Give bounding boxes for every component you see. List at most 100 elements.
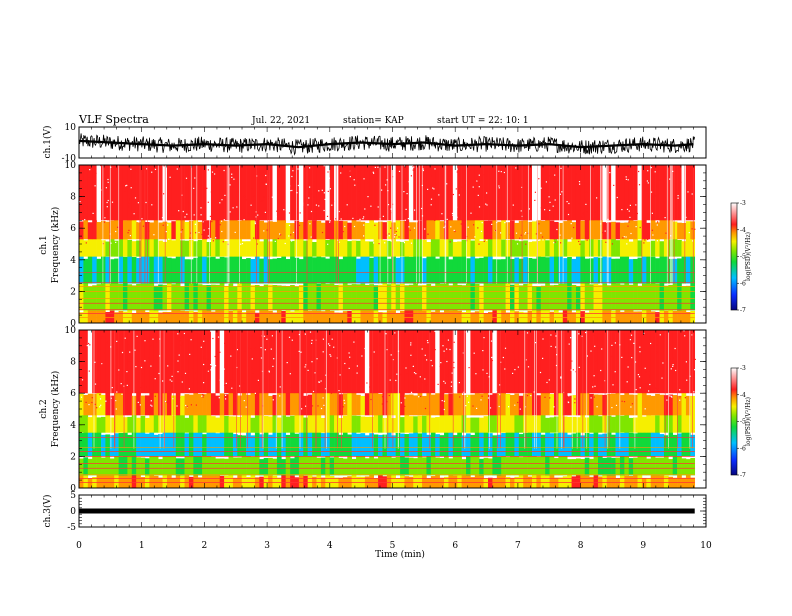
spec1-cell [575,307,581,323]
spec2-cell [241,435,247,457]
spec2-cell [92,453,97,476]
spec2-cell [518,473,524,488]
spec2-cell [633,433,638,457]
spec1-cell [619,165,625,221]
spec2-speckle [127,344,129,346]
spec1-speckle [544,209,546,211]
spec2-speckle [665,346,667,349]
spec2-cell [114,415,119,433]
spec1-speckle [568,202,570,205]
spec1-y-tick-label: 8 [70,193,76,203]
spec2-speckle [443,380,445,382]
spec2-speckle [656,388,659,390]
spec1-cell [382,280,388,311]
spec2-cell [140,330,146,394]
spec1-speckle [205,222,207,224]
spec2-cell [312,432,317,457]
spec2-speckle [322,397,324,399]
spec2-y-tick-label: 4 [70,421,76,431]
spec1-speckle [470,212,472,214]
spec1-cell [338,220,344,240]
spec2-speckle [98,348,100,351]
spec1-cell [298,237,304,257]
spec2-cell [571,395,577,416]
spec2-cell [488,330,493,394]
spec1-cell [395,220,401,240]
spec2-speckle [118,369,120,371]
spec1-speckle [404,185,406,187]
spec1-cell [633,281,638,311]
spec1-cell [659,241,665,257]
spec2-cell [536,456,542,476]
spec1-cell [426,309,432,323]
spec2-speckle [449,369,452,371]
spec2-speckle [305,364,307,366]
spec2-speckle [555,364,558,367]
spec1-speckle [570,223,572,225]
spec1-speckle [124,190,126,192]
spec1-speckle [397,227,399,229]
spec2-speckle [355,339,357,341]
spec1-cell [351,255,357,284]
spec2-speckle [178,406,180,408]
spec2-speckle [195,404,197,406]
spec1-cell [611,258,616,284]
spec2-cell [298,392,304,416]
spec2-speckle [499,394,501,396]
spec1-speckle [216,222,218,224]
spec2-cell [391,457,396,476]
spec2-cell [153,392,159,416]
spec2-speckle [421,381,423,383]
spec1-speckle [374,168,376,170]
spec1-cell [589,258,594,284]
spec1-cell [180,165,185,221]
spec2-speckle [192,368,194,370]
spec1-speckle [478,243,480,245]
spec1-cell [408,222,414,240]
spec2-speckle [650,361,652,363]
spec1-speckle [358,170,360,172]
spec2-cell [254,415,260,433]
spec2-cell [268,330,273,394]
spec1-cell [505,239,511,257]
spec1-speckle [269,184,271,186]
ch2-frequency-axis-label: Frequency (kHz) [50,371,61,448]
spec1-speckle [338,210,340,213]
spec1-cell [232,165,238,221]
spec1-cell [558,283,564,311]
spec2-cell [672,477,678,488]
spec2-cell [496,413,502,433]
spec1-speckle [128,202,130,204]
spec2-y-tick-label: 2 [70,452,76,462]
spec2-cell [655,472,660,488]
spec2-cell [166,330,172,394]
spec1-cell [452,309,458,323]
spec1-cell [514,282,520,311]
spec2-cell [391,435,396,457]
spec1-cell [646,222,652,240]
spec2-cell [202,412,207,433]
spec2-speckle [482,350,484,352]
spec2-cell [663,413,669,433]
spec1-speckle [93,186,96,188]
spec2-cell [166,413,172,433]
spec1-cell [246,310,251,323]
time-tick-label: 0 [76,541,82,551]
spec1-cell [92,308,97,323]
spec1-cell [263,253,269,284]
spec1-speckle [151,171,153,173]
spec2-cell [527,412,533,433]
spec1-speckle [388,233,390,235]
spec1-cell [395,241,401,257]
spec1-speckle [490,172,492,175]
spec2-cell [562,330,568,394]
spec1-speckle [395,234,397,236]
spec2-cell [470,455,476,476]
spec1-cell [492,239,498,257]
spec1-speckle [481,222,483,224]
spec2-speckle [670,368,672,370]
spec2-cell [685,412,691,433]
spec2-cell [641,416,647,433]
spec2-cell [496,393,502,416]
spec2-speckle [97,382,99,384]
